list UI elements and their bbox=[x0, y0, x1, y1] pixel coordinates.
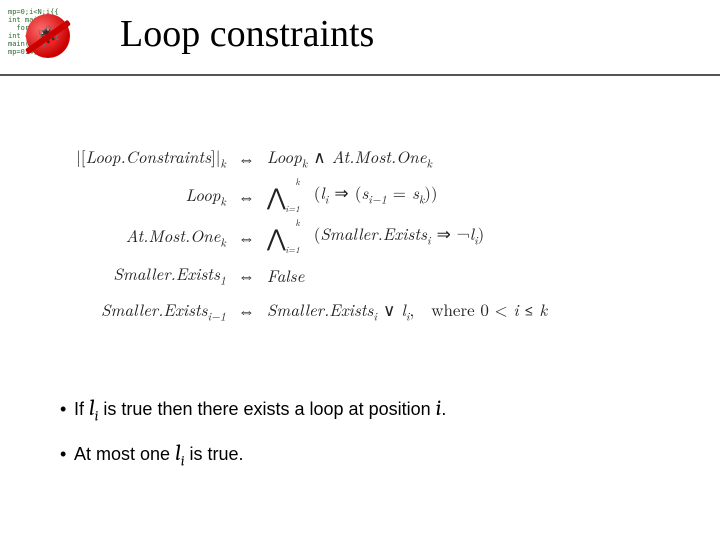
bullet-text: If bbox=[74, 399, 89, 419]
formula-row: |[Loop.Constraints]|k ⇔ Loopk ∧ At.Most.… bbox=[70, 140, 553, 175]
math-li: li bbox=[89, 395, 98, 421]
formula-lhs: At.Most.Onek bbox=[70, 216, 232, 257]
bullet-text: At most one bbox=[74, 444, 175, 464]
bullet-marker: • bbox=[60, 444, 74, 465]
bullet-list: •If li is true then there exists a loop … bbox=[60, 395, 446, 486]
formula-row: At.Most.Onek ⇔ ⋀ki=1 (Smaller.Existsi ⇒ … bbox=[70, 216, 553, 257]
bullet-text: . bbox=[441, 399, 446, 419]
formula-lhs: |[Loop.Constraints]|k bbox=[70, 140, 232, 175]
iff-symbol: ⇔ bbox=[232, 140, 261, 175]
formula-rhs: Smaller.Existsi ∨ li, where 0 < i ≤ k bbox=[261, 293, 553, 328]
formula-row: Smaller.Existsi−1 ⇔ Smaller.Existsi ∨ li… bbox=[70, 293, 553, 328]
formula-rhs: False bbox=[261, 257, 553, 292]
iff-symbol: ⇔ bbox=[232, 293, 261, 328]
iff-symbol: ⇔ bbox=[232, 175, 261, 216]
formula-rhs: ⋀ki=1 (Smaller.Existsi ⇒ ¬li) bbox=[261, 216, 553, 257]
logo: mp=0;i<N;i{{ int main(){ for(i=0;i< int … bbox=[8, 8, 98, 64]
bullet-item: •If li is true then there exists a loop … bbox=[60, 395, 446, 424]
iff-symbol: ⇔ bbox=[232, 216, 261, 257]
formula-block: |[Loop.Constraints]|k ⇔ Loopk ∧ At.Most.… bbox=[70, 140, 670, 328]
title-underline bbox=[0, 74, 720, 76]
formula-row: Loopk ⇔ ⋀ki=1 (li ⇒ (si−1 = sk)) bbox=[70, 175, 553, 216]
formula-lhs: Smaller.Existsi−1 bbox=[70, 293, 232, 328]
formula-table: |[Loop.Constraints]|k ⇔ Loopk ∧ At.Most.… bbox=[70, 140, 553, 328]
formula-lhs: Smaller.Exists1 bbox=[70, 257, 232, 292]
bullet-text: is true. bbox=[184, 444, 243, 464]
bullet-marker: • bbox=[60, 399, 74, 420]
bullet-item: •At most one li is true. bbox=[60, 440, 446, 469]
formula-rhs: Loopk ∧ At.Most.Onek bbox=[261, 140, 553, 175]
page-title: Loop constraints bbox=[120, 12, 374, 56]
bullet-text: is true then there exists a loop at posi… bbox=[98, 399, 435, 419]
formula-rhs: ⋀ki=1 (li ⇒ (si−1 = sk)) bbox=[261, 175, 553, 216]
iff-symbol: ⇔ bbox=[232, 257, 261, 292]
formula-row: Smaller.Exists1 ⇔ False bbox=[70, 257, 553, 292]
formula-lhs: Loopk bbox=[70, 175, 232, 216]
